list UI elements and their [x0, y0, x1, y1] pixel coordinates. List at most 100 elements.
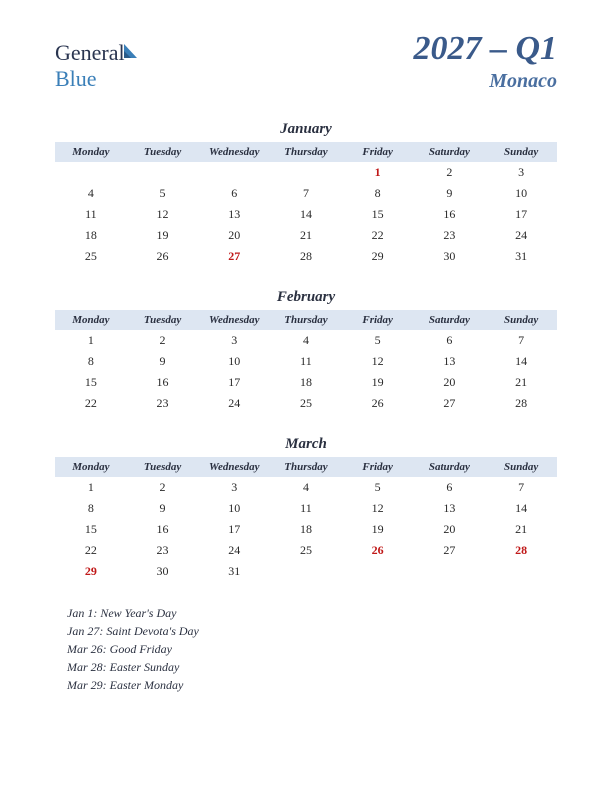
calendar-cell: 1: [55, 330, 127, 351]
calendar-cell: 2: [414, 162, 486, 183]
calendar-cell: [485, 561, 557, 582]
calendar-cell: 27: [414, 393, 486, 414]
holiday-entry: Mar 28: Easter Sunday: [67, 658, 557, 676]
title-block: 2027 – Q1 Monaco: [413, 30, 557, 93]
calendar-cell: 3: [485, 162, 557, 183]
calendar-row: 1234567: [55, 330, 557, 351]
calendar-cell: 12: [127, 204, 199, 225]
calendar-cell: 25: [55, 246, 127, 267]
calendar-cell: 4: [55, 183, 127, 204]
calendar-table: MondayTuesdayWednesdayThursdayFridaySatu…: [55, 457, 557, 582]
calendar-cell: 19: [127, 225, 199, 246]
day-header: Saturday: [414, 310, 486, 330]
calendar-cell: 5: [127, 183, 199, 204]
holiday-entry: Jan 1: New Year's Day: [67, 604, 557, 622]
calendar-cell: 22: [55, 393, 127, 414]
calendar-cell: 7: [270, 183, 342, 204]
calendar-cell: 14: [270, 204, 342, 225]
calendar-cell: 24: [485, 225, 557, 246]
calendar-cell: 28: [485, 540, 557, 561]
holiday-list: Jan 1: New Year's DayJan 27: Saint Devot…: [67, 604, 557, 694]
day-header: Wednesday: [198, 310, 270, 330]
calendar-cell: 7: [485, 330, 557, 351]
calendar-cell: 1: [342, 162, 414, 183]
calendar-cell: 15: [55, 519, 127, 540]
calendar-row: 22232425262728: [55, 393, 557, 414]
day-header: Monday: [55, 310, 127, 330]
calendar-cell: 10: [485, 183, 557, 204]
calendar-row: 15161718192021: [55, 519, 557, 540]
calendar-cell: 4: [270, 477, 342, 498]
day-header: Thursday: [270, 142, 342, 162]
calendar-cell: 24: [198, 540, 270, 561]
calendar-cell: [127, 162, 199, 183]
calendar-cell: 7: [485, 477, 557, 498]
calendar-row: 123: [55, 162, 557, 183]
calendar-cell: [342, 561, 414, 582]
calendar-cell: 11: [270, 498, 342, 519]
logo-text: GeneralBlue: [55, 38, 141, 92]
calendar-cell: 12: [342, 351, 414, 372]
calendar-cell: 22: [55, 540, 127, 561]
calendar-cell: 19: [342, 519, 414, 540]
calendar-cell: 2: [127, 330, 199, 351]
calendar-row: 18192021222324: [55, 225, 557, 246]
calendar-cell: 18: [270, 519, 342, 540]
calendar-cell: 8: [55, 498, 127, 519]
calendar-cell: 13: [414, 498, 486, 519]
year-quarter-title: 2027 – Q1: [413, 30, 557, 68]
calendar-row: 25262728293031: [55, 246, 557, 267]
day-header: Tuesday: [127, 310, 199, 330]
calendar-cell: [55, 162, 127, 183]
calendar-cell: 31: [485, 246, 557, 267]
day-header: Friday: [342, 142, 414, 162]
calendar-cell: 19: [342, 372, 414, 393]
calendar-cell: 21: [270, 225, 342, 246]
day-header: Sunday: [485, 142, 557, 162]
calendar-table: MondayTuesdayWednesdayThursdayFridaySatu…: [55, 142, 557, 267]
day-header: Thursday: [270, 310, 342, 330]
calendar-cell: 3: [198, 330, 270, 351]
calendar-cell: 12: [342, 498, 414, 519]
month-name: January: [55, 121, 557, 138]
day-header: Wednesday: [198, 457, 270, 477]
month-block: FebruaryMondayTuesdayWednesdayThursdayFr…: [55, 289, 557, 414]
day-header: Friday: [342, 310, 414, 330]
calendar-cell: 28: [270, 246, 342, 267]
calendar-cell: 10: [198, 498, 270, 519]
calendar-cell: 29: [55, 561, 127, 582]
day-header: Saturday: [414, 457, 486, 477]
logo-part2: Blue: [55, 66, 97, 91]
logo-part1: General: [55, 40, 125, 65]
calendar-cell: 16: [414, 204, 486, 225]
calendar-row: 891011121314: [55, 351, 557, 372]
calendar-cell: 28: [485, 393, 557, 414]
calendar-cell: [270, 561, 342, 582]
calendar-cell: 13: [198, 204, 270, 225]
calendar-cell: 26: [127, 246, 199, 267]
day-header: Sunday: [485, 457, 557, 477]
calendar-cell: 17: [198, 372, 270, 393]
calendar-cell: 23: [127, 540, 199, 561]
calendar-row: 1234567: [55, 477, 557, 498]
calendar-cell: 6: [414, 330, 486, 351]
calendar-cell: 18: [270, 372, 342, 393]
calendar-cell: 24: [198, 393, 270, 414]
calendar-row: 293031: [55, 561, 557, 582]
calendar-cell: 16: [127, 519, 199, 540]
month-block: January MondayTuesdayWednesdayThursdayFri…: [55, 121, 557, 267]
calendar-cell: 17: [198, 519, 270, 540]
calendar-cell: 9: [127, 498, 199, 519]
calendar-cell: 17: [485, 204, 557, 225]
calendar-cell: 30: [414, 246, 486, 267]
day-header: Wednesday: [198, 142, 270, 162]
day-header: Monday: [55, 457, 127, 477]
calendar-cell: 5: [342, 330, 414, 351]
calendar-cell: 3: [198, 477, 270, 498]
day-header: Tuesday: [127, 142, 199, 162]
calendar-row: 891011121314: [55, 498, 557, 519]
calendar-cell: 5: [342, 477, 414, 498]
months-container: JanuaryMondayTuesdayWednesdayThursdayFri…: [55, 121, 557, 582]
calendar-cell: 25: [270, 540, 342, 561]
calendar-cell: 23: [127, 393, 199, 414]
